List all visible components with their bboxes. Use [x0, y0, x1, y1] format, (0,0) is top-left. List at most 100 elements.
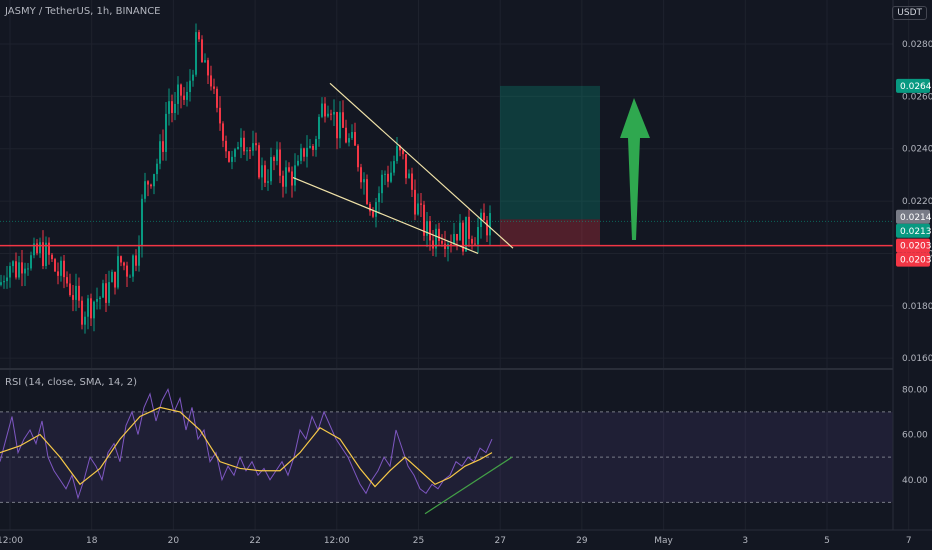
price-tag-label: 0.0203	[900, 242, 932, 252]
candle-body	[114, 271, 116, 288]
candle-body	[429, 221, 431, 241]
candle-body	[450, 243, 452, 245]
candle-body	[396, 146, 398, 162]
candle-body	[471, 238, 473, 244]
candle-body	[426, 221, 428, 236]
candle-body	[210, 75, 212, 87]
candle-body	[195, 32, 197, 75]
rsi-line	[0, 387, 493, 500]
candle-body	[15, 261, 17, 278]
candle-body	[423, 204, 425, 236]
candle-body	[474, 243, 476, 245]
candle-body	[36, 243, 38, 254]
candle-body	[438, 228, 440, 241]
candle-body	[42, 242, 44, 266]
candle-body	[342, 112, 344, 128]
candle-body	[3, 281, 5, 283]
candle-body	[108, 282, 110, 303]
candle-body	[489, 213, 491, 236]
candle-body	[204, 60, 206, 63]
candle-body	[393, 161, 395, 173]
time-tick-label: 5	[824, 536, 830, 546]
candle-body	[57, 271, 59, 276]
symbol-legend[interactable]: JASMY / TetherUS, 1h, BINANCE	[5, 6, 161, 17]
candle-body	[321, 103, 323, 117]
candle-body	[297, 160, 299, 166]
candle-body	[318, 116, 320, 140]
candle-body	[282, 175, 284, 187]
time-tick-label: 22	[249, 536, 260, 546]
price-tag	[896, 209, 930, 224]
price-tag-label: 0.0264	[900, 82, 932, 92]
candle-body	[300, 148, 302, 161]
candle-body	[147, 181, 149, 185]
candle-body	[156, 163, 158, 175]
candle-body	[162, 141, 164, 152]
candle-body	[48, 242, 50, 255]
candle-body	[39, 242, 41, 254]
candle-body	[90, 298, 92, 319]
rsi-legend[interactable]: RSI (14, close, SMA, 14, 2)	[5, 377, 138, 388]
candle-body	[264, 165, 266, 183]
candle-body	[453, 234, 455, 245]
candle-body	[249, 150, 251, 152]
candle-body	[243, 137, 245, 152]
candle-body	[288, 167, 290, 172]
candle-body	[360, 167, 362, 183]
candle-body	[27, 268, 29, 270]
candle-body	[477, 227, 479, 245]
candle-body	[111, 271, 113, 283]
long-position-tool[interactable]	[0, 85, 893, 246]
rsi-axis[interactable]: 40.00 60.00 80.00	[902, 385, 928, 485]
candle-body	[30, 255, 32, 269]
candle-body	[138, 245, 140, 266]
time-tick-label: 27	[494, 536, 505, 546]
candle-body	[258, 145, 260, 178]
candle-body	[237, 146, 239, 150]
candle-body	[33, 243, 35, 256]
candle-body	[417, 203, 419, 215]
candle-body	[219, 107, 221, 124]
candle-body	[369, 203, 371, 212]
candle-body	[291, 171, 293, 186]
candle-body	[255, 143, 257, 146]
candle-body	[354, 132, 356, 146]
candle-body	[78, 285, 80, 301]
price-tick-label: 0.0260	[902, 92, 932, 102]
candle-body	[435, 228, 437, 249]
candle-body	[273, 157, 275, 161]
candle-body	[75, 285, 77, 300]
candle-body	[315, 139, 317, 150]
stop-zone	[500, 219, 600, 246]
price-tick-label: 0.0220	[902, 197, 932, 207]
candle-body	[345, 127, 347, 143]
candle-body	[411, 173, 413, 190]
price-tag	[896, 78, 930, 93]
price-tags: 0.0264 0.0214 0.0213 0.0203 0.0203	[896, 78, 932, 267]
rsi-sma-line	[0, 406, 493, 488]
candle-body	[171, 101, 173, 113]
candle-body	[234, 149, 236, 157]
candle-body	[336, 111, 338, 139]
candle-body	[402, 150, 404, 155]
rsi-tick-label: 80.00	[902, 385, 928, 395]
price-tag-label: 0.0213	[900, 227, 932, 237]
candle-body	[81, 300, 83, 325]
currency-badge[interactable]: USDT	[892, 6, 927, 20]
price-tick-label: 0.0280	[902, 40, 932, 50]
candle-body	[99, 297, 101, 299]
time-axis[interactable]: 12:00 18 20 22 12:00 25 27 29 May 3 5 7	[0, 536, 912, 546]
candle-body	[399, 146, 401, 151]
time-tick-label: 29	[576, 536, 588, 546]
candle-body	[129, 276, 131, 278]
rsi-tick-label: 60.00	[902, 431, 928, 441]
candle-body	[21, 262, 23, 274]
candle-body	[63, 260, 65, 278]
time-tick-label: 18	[86, 536, 98, 546]
drawings[interactable]	[0, 82, 893, 515]
candle-body	[357, 145, 359, 168]
candle-body	[60, 260, 62, 276]
candle-body	[240, 137, 242, 147]
candle-body	[333, 111, 335, 115]
